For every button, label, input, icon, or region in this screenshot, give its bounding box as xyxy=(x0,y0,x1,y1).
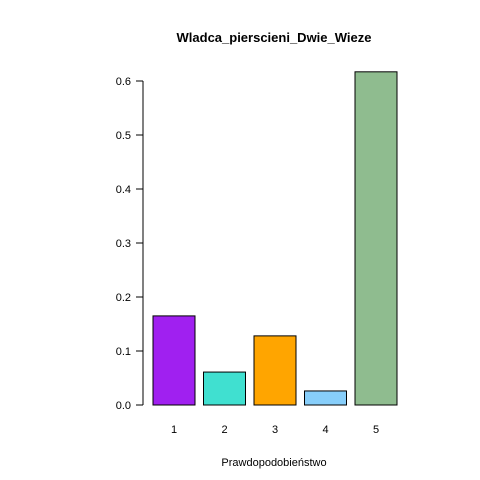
x-tick-label: 1 xyxy=(171,424,177,436)
y-tick-label: 0.3 xyxy=(116,238,131,250)
y-tick-label: 0.2 xyxy=(116,292,131,304)
bar-3 xyxy=(253,335,297,406)
x-tick-labels: 1 2 3 4 5 xyxy=(171,424,379,436)
chart-title: Wladca_pierscieni_Dwie_Wieze xyxy=(177,30,372,45)
x-tick-label: 5 xyxy=(373,424,379,436)
bar-5 xyxy=(354,71,398,406)
bar-2 xyxy=(203,371,246,406)
bar-1 xyxy=(152,315,196,406)
x-tick-label: 3 xyxy=(272,424,278,436)
x-tick-label: 4 xyxy=(322,424,328,436)
x-axis-label: Prawdopodobieństwo xyxy=(221,457,326,469)
y-axis: 0.0 0.1 0.2 0.3 0.4 0.5 0.6 xyxy=(116,76,144,412)
bar-4 xyxy=(304,390,347,406)
y-tick-label: 0.0 xyxy=(116,400,131,412)
x-tick-label: 2 xyxy=(221,424,227,436)
y-tick-label: 0.1 xyxy=(116,346,131,358)
y-tick-label: 0.4 xyxy=(116,184,131,196)
bars-group xyxy=(152,71,398,406)
y-tick-label: 0.6 xyxy=(116,76,131,88)
y-tick-label: 0.5 xyxy=(116,130,131,142)
